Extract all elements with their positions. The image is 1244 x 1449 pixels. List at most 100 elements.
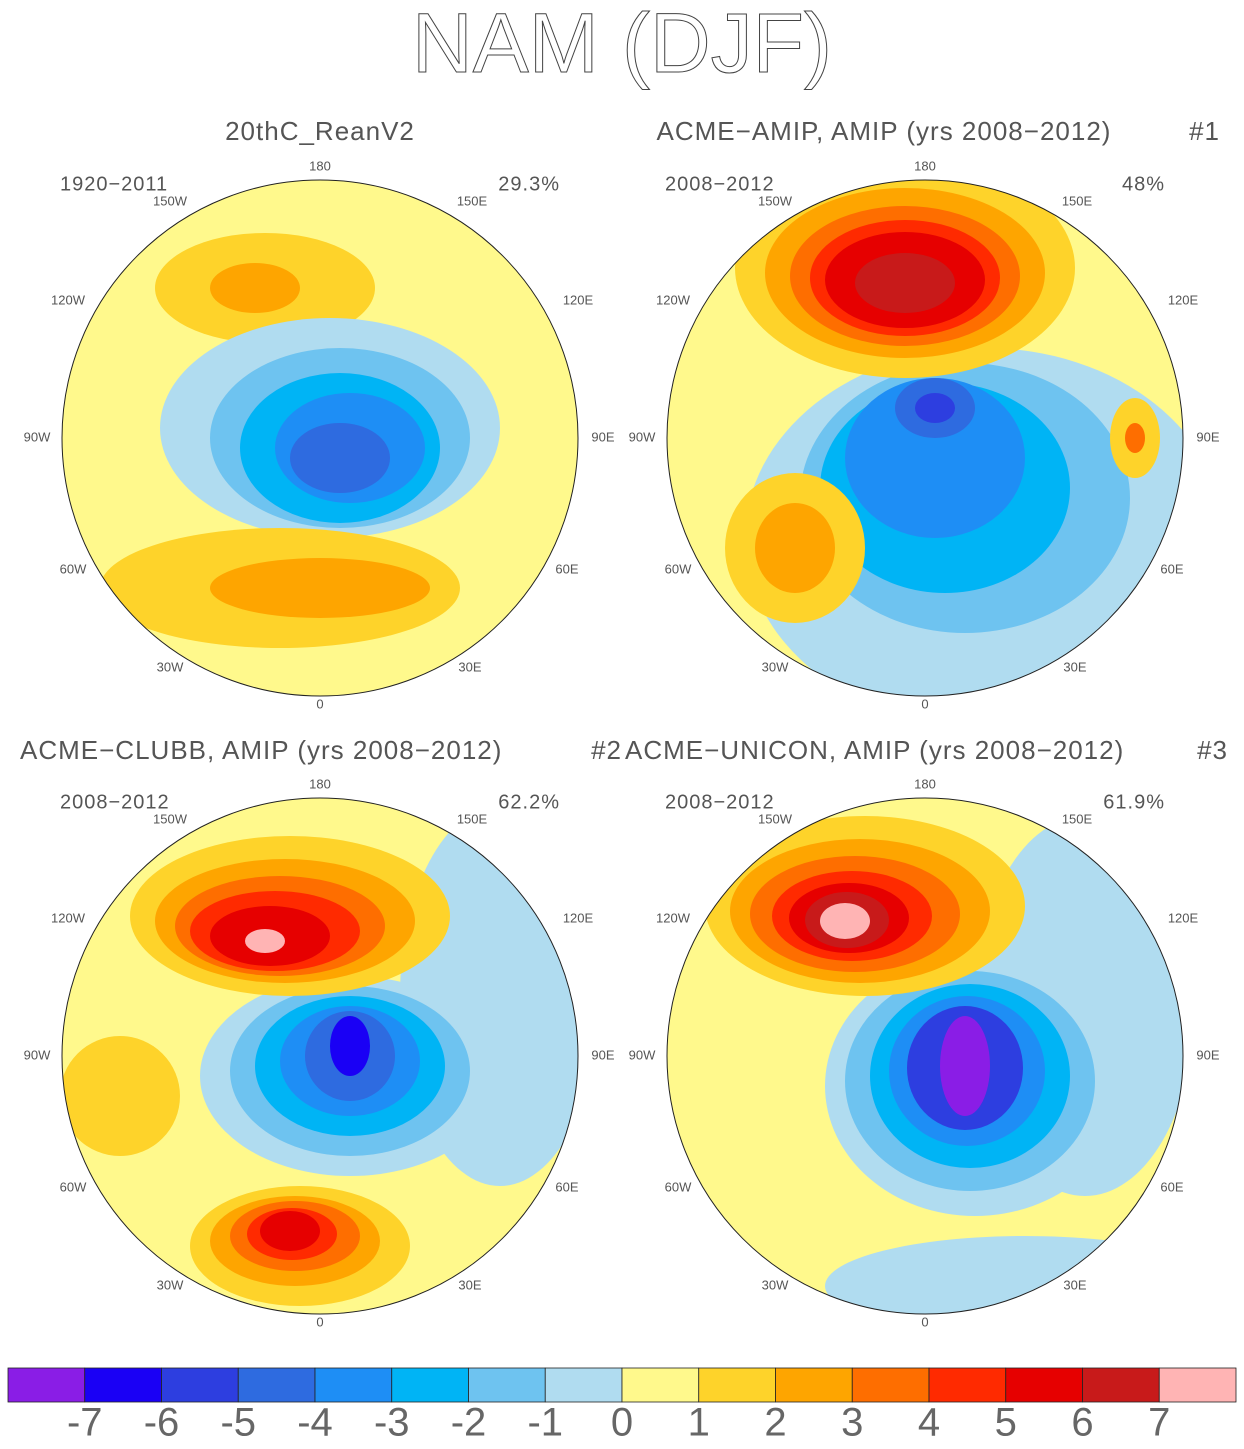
contour-region [940, 1016, 990, 1116]
colorbar-label: 0 [611, 1401, 633, 1445]
longitude-label: 120E [563, 292, 594, 307]
longitude-label: 30E [458, 1277, 481, 1292]
panel-percent: 29.3% [498, 173, 560, 195]
longitude-label: 0 [921, 1314, 928, 1329]
panel-title: ACME−UNICON, AMIP (yrs 2008−2012) [625, 735, 1124, 765]
contour-region [1125, 423, 1145, 453]
colorbar-box [698, 1367, 776, 1403]
panel-percent: 62.2% [498, 791, 560, 813]
colorbar-box [468, 1367, 546, 1403]
panel-period: 2008−2012 [665, 173, 775, 195]
colorbar-box [7, 1367, 86, 1403]
contour-region [845, 378, 1025, 538]
longitude-label: 150E [457, 811, 488, 826]
longitude-label: 120W [51, 292, 86, 307]
panel-percent: 61.9% [1103, 791, 1165, 813]
colorbar-label: 2 [764, 1401, 786, 1445]
longitude-label: 90W [629, 429, 656, 444]
contour-region [260, 1211, 320, 1251]
map-field [667, 180, 1183, 696]
contour-region [825, 1236, 1183, 1314]
panel-tag: #2 [591, 735, 622, 765]
longitude-label: 150W [153, 811, 188, 826]
longitude-label: 0 [316, 696, 323, 711]
map-field [62, 180, 578, 696]
longitude-label: 120W [51, 910, 86, 925]
longitude-label: 30E [458, 659, 481, 674]
longitude-label: 60E [555, 561, 578, 576]
panel-period: 1920−2011 [60, 173, 168, 195]
longitude-label: 90E [591, 429, 614, 444]
map-outline [666, 797, 1184, 1315]
contour-region [330, 1016, 370, 1076]
contour-region [290, 423, 390, 493]
contour-region [915, 393, 955, 423]
map-outline [61, 797, 579, 1315]
panel-period: 2008−2012 [665, 791, 775, 813]
colorbar-label: 5 [995, 1401, 1017, 1445]
longitude-label: 180 [309, 158, 331, 173]
colorbar-label: 7 [1148, 1401, 1170, 1445]
contour-region [210, 558, 430, 618]
longitude-label: 150E [1062, 811, 1093, 826]
colorbar-box [928, 1367, 1007, 1403]
longitude-label: 120E [1168, 292, 1199, 307]
longitude-label: 0 [921, 696, 928, 711]
colorbar-label: 3 [841, 1401, 863, 1445]
colorbar-label: 4 [918, 1401, 940, 1445]
longitude-label: 30W [157, 1277, 184, 1292]
colorbar-box [1005, 1367, 1083, 1403]
longitude-label: 150W [758, 193, 793, 208]
colorbar-label: -5 [220, 1401, 256, 1445]
longitude-label: 30E [1063, 1277, 1086, 1292]
longitude-label: 90W [24, 429, 51, 444]
colorbar-label: 6 [1071, 1401, 1093, 1445]
panel-title: ACME−AMIP, AMIP (yrs 2008−2012) [657, 116, 1112, 146]
map-outline [61, 179, 579, 697]
longitude-label: 120E [563, 910, 594, 925]
colorbar-label: -6 [144, 1401, 180, 1445]
longitude-label: 60E [555, 1179, 578, 1194]
longitude-label: 90W [629, 1047, 656, 1062]
colorbar-label: -2 [451, 1401, 487, 1445]
map-outline [666, 179, 1184, 697]
longitude-label: 180 [914, 158, 936, 173]
longitude-label: 90E [1196, 429, 1219, 444]
longitude-label: 30E [1063, 659, 1086, 674]
longitude-label: 150E [457, 193, 488, 208]
panel-title: ACME−CLUBB, AMIP (yrs 2008−2012) [20, 735, 502, 765]
longitude-label: 30W [157, 659, 184, 674]
colorbar-box [1158, 1367, 1237, 1403]
panel-percent: 48% [1122, 173, 1165, 195]
contour-region [245, 929, 285, 953]
longitude-label: 30W [762, 1277, 789, 1292]
longitude-label: 150W [758, 811, 793, 826]
colorbar-label: 1 [688, 1401, 710, 1445]
longitude-label: 90E [591, 1047, 614, 1062]
panel-period: 2008−2012 [60, 791, 170, 813]
longitude-label: 150E [1062, 193, 1093, 208]
panel-tag: #3 [1197, 735, 1228, 765]
longitude-label: 60E [1160, 1179, 1183, 1194]
longitude-label: 120W [656, 292, 691, 307]
contour-region [855, 253, 955, 313]
colorbar-box [621, 1367, 700, 1403]
colorbar-label: -7 [67, 1401, 103, 1445]
contour-region [62, 1036, 180, 1156]
colorbar-box [84, 1367, 162, 1403]
longitude-label: 0 [316, 1314, 323, 1329]
figure-title: NAM (DJF) [412, 0, 832, 90]
longitude-label: 60W [60, 1179, 87, 1194]
longitude-label: 30W [762, 659, 789, 674]
colorbar-label: -1 [527, 1401, 563, 1445]
colorbar-label: -4 [297, 1401, 333, 1445]
panel-title: 20thC_ReanV2 [225, 116, 415, 146]
longitude-label: 90W [24, 1047, 51, 1062]
map-field [667, 798, 1183, 1314]
longitude-label: 90E [1196, 1047, 1219, 1062]
longitude-label: 180 [309, 776, 331, 791]
contour-region [820, 903, 870, 939]
map-field [62, 798, 578, 1314]
colorbar-box [775, 1367, 853, 1403]
